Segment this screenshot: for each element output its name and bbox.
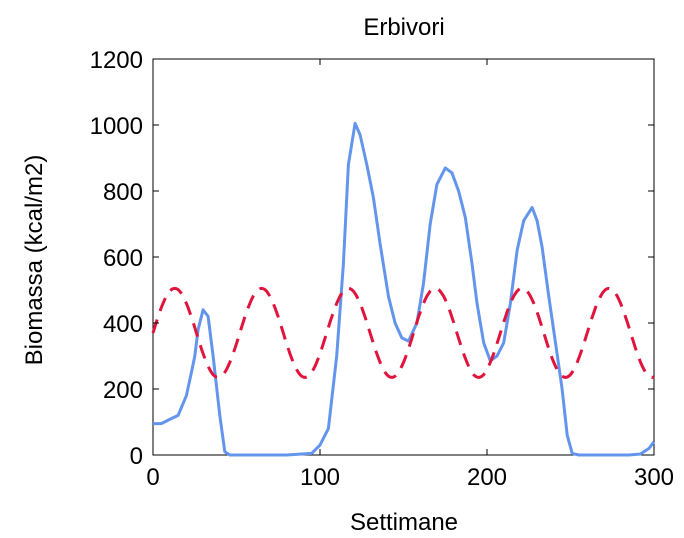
x-tick-label: 100 xyxy=(300,464,340,491)
y-tick-label: 0 xyxy=(130,443,143,470)
y-tick-label: 800 xyxy=(103,179,143,206)
series-line-2 xyxy=(151,286,655,379)
x-axis-label: Settimane xyxy=(350,509,458,536)
chart-title: Erbivori xyxy=(363,14,444,41)
y-tick-label: 1000 xyxy=(90,113,143,140)
plot-frame xyxy=(152,58,655,456)
y-tick-label: 400 xyxy=(103,311,143,338)
plot-area xyxy=(152,58,655,456)
y-tick-label: 1200 xyxy=(90,47,143,74)
y-axis-label: Biomassa (kcal/m2) xyxy=(21,155,48,366)
series-line-1 xyxy=(153,121,656,457)
ticks-layer: 0 100 200 300 0 200 400 600 800 1000 1200 xyxy=(90,47,674,491)
x-tick-label: 200 xyxy=(467,464,507,491)
series-layer xyxy=(151,121,656,457)
x-tick-label: 0 xyxy=(146,464,159,491)
x-tick-label: 300 xyxy=(634,464,674,491)
y-tick-label: 200 xyxy=(103,377,143,404)
y-tick-label: 600 xyxy=(103,245,143,272)
